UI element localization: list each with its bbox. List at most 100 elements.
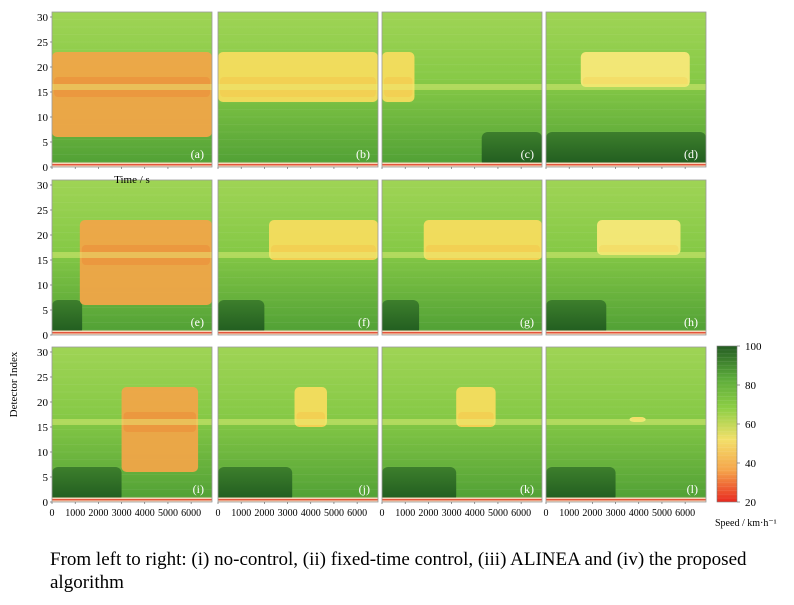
panel-label: (j): [359, 482, 370, 496]
panel-frame: [51, 346, 213, 503]
y-tick-label: 0: [43, 330, 49, 342]
x-tick-label: 4000: [629, 508, 649, 519]
y-tick-label: 20: [37, 230, 49, 242]
panel-d: [546, 12, 706, 167]
figure-caption: From left to right: (i) no-control, (ii)…: [50, 549, 747, 593]
colorbar-tick-label: 60: [745, 419, 757, 431]
x-tick-label: 5000: [324, 508, 344, 519]
x-tick-label: 1000: [65, 508, 85, 519]
y-tick-label: 15: [37, 422, 49, 434]
colorbar: 20 40 60 80 100 Speed / km·h⁻¹: [715, 341, 777, 529]
panel-grid: (a) (b) (c) (d) (e) (f) (g) (h) (i) (j) (k) (l): [51, 11, 707, 503]
bottleneck-streak: [546, 252, 706, 258]
y-tick-label: 20: [37, 397, 49, 409]
upstream-low-speed-region: [546, 132, 706, 167]
x-tick-label: 2000: [582, 508, 602, 519]
panel-g: [382, 180, 542, 335]
x-tick-label: 6000: [181, 508, 201, 519]
y-tick-label: 5: [43, 137, 49, 149]
congestion-core: [384, 77, 413, 97]
y-tick-label: 15: [37, 87, 49, 99]
bottleneck-streak: [218, 252, 378, 258]
x-tick-label: 0: [216, 508, 221, 519]
bottleneck-streak: [52, 84, 212, 90]
x-tick-label: 3000: [278, 508, 298, 519]
x-tick-label: 2000: [88, 508, 108, 519]
panel-a: [52, 12, 212, 167]
congestion-core: [123, 412, 197, 432]
panel-frame: [217, 11, 379, 168]
panel-frame: [545, 346, 707, 503]
panel-f: [218, 180, 378, 335]
upstream-low-speed-region: [546, 300, 607, 335]
panel-i: [52, 347, 212, 502]
y-tick-label: 10: [37, 280, 49, 292]
upstream-low-speed-region: [382, 300, 420, 335]
x-tick-label: 5000: [488, 508, 508, 519]
panel-label: (c): [521, 147, 534, 161]
bottleneck-streak: [546, 419, 706, 425]
bottleneck-streak: [52, 252, 212, 258]
bottleneck-streak: [382, 419, 542, 425]
upstream-low-speed-region: [52, 300, 83, 335]
bottleneck-streak: [218, 84, 378, 90]
x-tick-label: 1000: [231, 508, 251, 519]
y-tick-label: 30: [37, 347, 49, 359]
x-tick-label: 0: [544, 508, 549, 519]
bottleneck-streak: [546, 84, 706, 90]
x-tick-label: 5000: [652, 508, 672, 519]
y-axis-label: Detector Index: [8, 351, 20, 417]
y-tick-label: 15: [37, 255, 49, 267]
panel-frame: [51, 11, 213, 168]
bottleneck-streak: [382, 84, 542, 90]
congestion-core: [220, 77, 376, 97]
congestion-core: [296, 412, 325, 427]
panel-frame: [381, 179, 543, 336]
axes: 0 5 10 15 20 25 30 0 5 10 15 20 25 30 0 5 10 15 20 25 30 0 100…: [8, 12, 695, 519]
panel-frame: [381, 346, 543, 503]
upstream-low-speed-region: [52, 467, 122, 502]
y-tick-label: 10: [37, 112, 49, 124]
congestion-core: [458, 412, 494, 427]
congestion-core: [81, 245, 211, 265]
congestion-core: [54, 77, 210, 97]
y-tick-label: 0: [43, 497, 49, 509]
panel-c: [382, 12, 542, 167]
bottleneck-streak: [218, 419, 378, 425]
x-tick-label: 1000: [395, 508, 415, 519]
panel-e: [52, 180, 212, 335]
colorbar-label: Speed / km·h⁻¹: [715, 518, 777, 529]
panel-k: [382, 347, 542, 502]
panel-label: (b): [356, 147, 370, 161]
congestion-core: [631, 417, 644, 422]
y-tick-label: 0: [43, 162, 49, 174]
panel-label: (i): [193, 482, 204, 496]
colorbar-tick-label: 100: [745, 341, 762, 353]
panel-b: [218, 12, 378, 167]
figure: (a) (b) (c) (d) (e) (f) (g) (h) (i) (j) (k) (l) 0 5 1…: [8, 11, 777, 529]
y-tick-label: 10: [37, 447, 49, 459]
panel-frame: [217, 179, 379, 336]
y-tick-label: 5: [43, 305, 49, 317]
x-tick-label: 2000: [254, 508, 274, 519]
congestion-core: [599, 245, 679, 255]
upstream-low-speed-region: [218, 467, 293, 502]
panel-frame: [51, 179, 213, 336]
panel-frame: [381, 11, 543, 168]
panel-label: (f): [358, 315, 370, 329]
upstream-low-speed-region: [481, 132, 542, 167]
colorbar-tick-label: 80: [745, 380, 757, 392]
x-axis-label: Time / s: [114, 174, 150, 186]
y-tick-label: 30: [37, 12, 49, 24]
congestion-core: [425, 245, 540, 260]
panel-label: (e): [191, 315, 204, 329]
panel-l: [546, 347, 706, 502]
y-tick-label: 20: [37, 62, 49, 74]
x-tick-label: 0: [50, 508, 55, 519]
x-tick-label: 4000: [135, 508, 155, 519]
colorbar-tick-label: 20: [745, 497, 757, 509]
bottleneck-streak: [52, 419, 212, 425]
y-tick-label: 30: [37, 180, 49, 192]
x-tick-label: 6000: [347, 508, 367, 519]
panel-label: (g): [520, 315, 534, 329]
